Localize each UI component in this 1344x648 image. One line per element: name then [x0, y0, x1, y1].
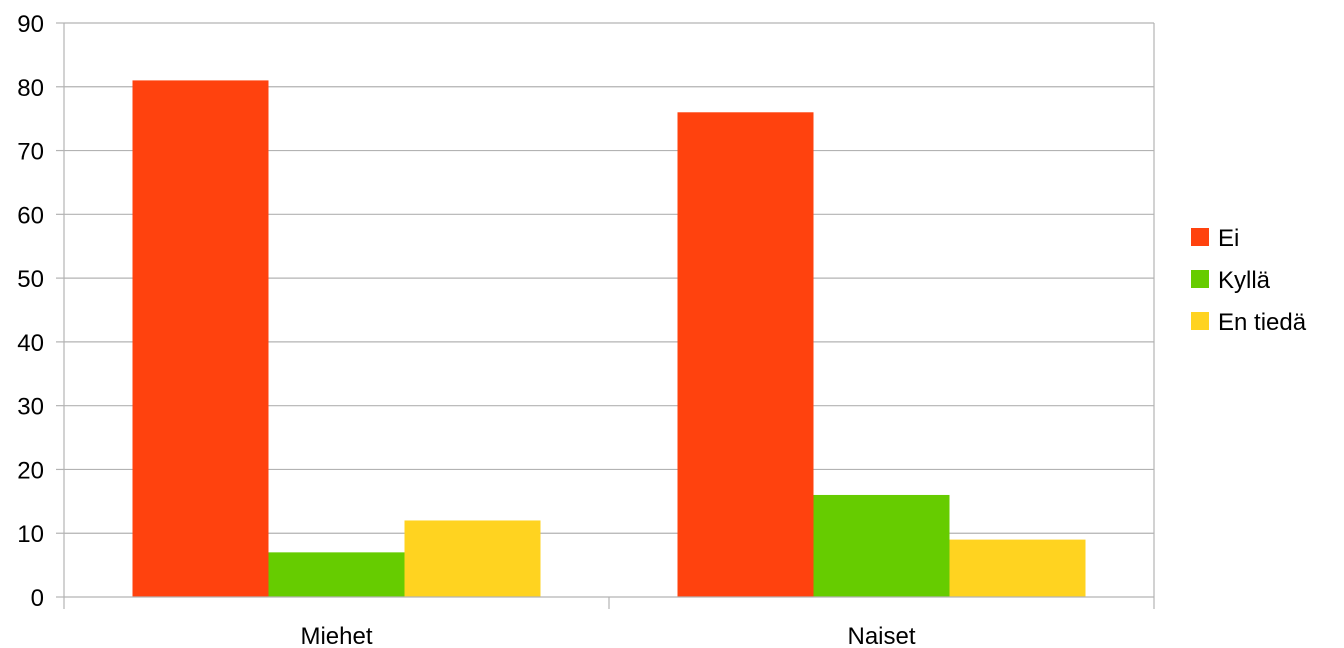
y-tick-label: 20: [17, 457, 44, 484]
y-tick-label: 70: [17, 139, 44, 166]
bar-naiset-en-tiedä: [949, 539, 1086, 597]
legend-swatch: [1191, 270, 1209, 288]
y-tick-label: 80: [17, 75, 44, 102]
bar-miehet-en-tiedä: [404, 520, 541, 597]
x-tick-label: Naiset: [847, 623, 915, 648]
bar-miehet-ei: [132, 80, 269, 597]
legend-label: Ei: [1218, 225, 1239, 252]
legend-swatch: [1191, 228, 1209, 246]
bar-miehet-kyllä: [268, 552, 405, 597]
y-tick-label: 10: [17, 521, 44, 548]
legend: Ei Kyllä En tiedä: [1191, 225, 1307, 336]
legend-swatch: [1191, 312, 1209, 330]
axes: [56, 22, 1155, 609]
y-tick-label: 40: [17, 330, 44, 357]
bar-naiset-kyllä: [813, 494, 950, 597]
y-tick-label: 0: [31, 585, 44, 612]
legend-label: En tiedä: [1218, 309, 1307, 336]
y-tick-labels: 0 10 20 30 40 50 60 70 80 90: [17, 11, 44, 612]
y-tick-label: 50: [17, 266, 44, 293]
x-tick-labels: Miehet Naiset: [300, 623, 915, 648]
bar-naiset-ei: [677, 112, 814, 598]
x-tick-label: Miehet: [300, 623, 372, 648]
bars: [132, 80, 1086, 598]
legend-label: Kyllä: [1218, 267, 1271, 294]
y-tick-label: 90: [17, 11, 44, 38]
y-tick-label: 30: [17, 394, 44, 421]
y-tick-label: 60: [17, 202, 44, 229]
